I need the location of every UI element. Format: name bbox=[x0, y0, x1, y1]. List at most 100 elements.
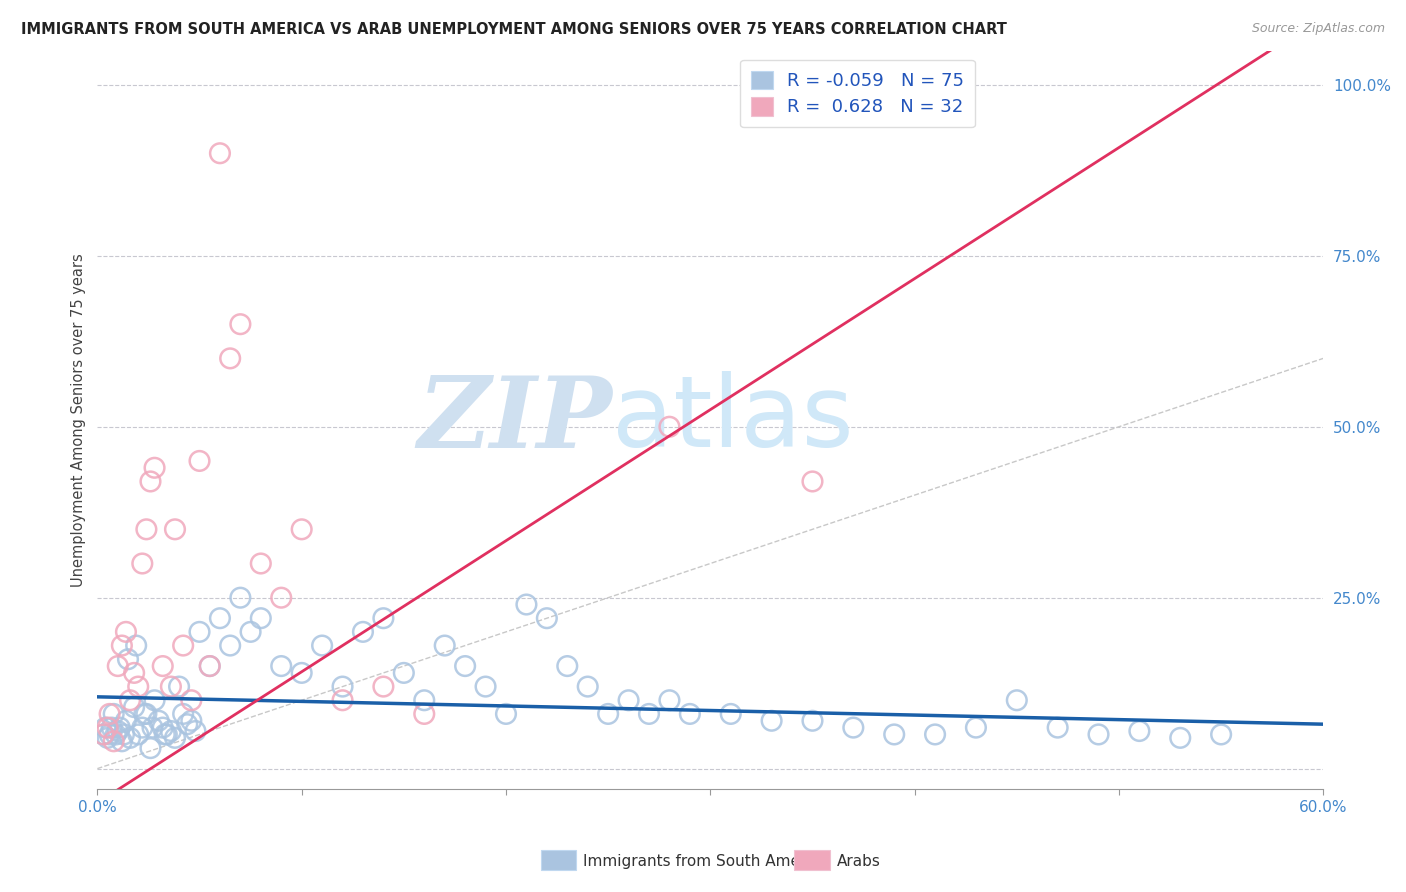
Point bbox=[108, 721, 131, 735]
Point bbox=[638, 706, 661, 721]
Point bbox=[152, 659, 174, 673]
Point bbox=[1168, 731, 1191, 745]
Point bbox=[115, 714, 138, 728]
Point bbox=[115, 624, 138, 639]
Point bbox=[180, 693, 202, 707]
Text: Source: ZipAtlas.com: Source: ZipAtlas.com bbox=[1251, 22, 1385, 36]
Text: Arabs: Arabs bbox=[837, 855, 880, 869]
Point bbox=[239, 624, 262, 639]
Point bbox=[163, 731, 186, 745]
Text: IMMIGRANTS FROM SOUTH AMERICA VS ARAB UNEMPLOYMENT AMONG SENIORS OVER 75 YEARS C: IMMIGRANTS FROM SOUTH AMERICA VS ARAB UN… bbox=[21, 22, 1007, 37]
Point bbox=[617, 693, 640, 707]
Point bbox=[122, 665, 145, 680]
Point bbox=[97, 731, 120, 745]
Point bbox=[160, 724, 183, 739]
Point bbox=[495, 706, 517, 721]
Point bbox=[107, 659, 129, 673]
Point bbox=[208, 611, 231, 625]
Point bbox=[135, 706, 157, 721]
Point bbox=[125, 639, 148, 653]
Point bbox=[188, 454, 211, 468]
Point bbox=[172, 706, 194, 721]
Point bbox=[311, 639, 333, 653]
Point bbox=[163, 522, 186, 536]
Point bbox=[208, 146, 231, 161]
Point bbox=[536, 611, 558, 625]
Point bbox=[474, 680, 496, 694]
Point bbox=[842, 721, 865, 735]
Point bbox=[153, 727, 176, 741]
Point bbox=[1005, 693, 1028, 707]
Point bbox=[515, 598, 537, 612]
Point bbox=[270, 659, 292, 673]
Point bbox=[118, 731, 141, 745]
Point bbox=[160, 680, 183, 694]
Point bbox=[270, 591, 292, 605]
Point bbox=[131, 557, 153, 571]
Point bbox=[107, 724, 129, 739]
Point bbox=[112, 727, 135, 741]
Point bbox=[97, 721, 120, 735]
Point bbox=[332, 680, 354, 694]
Point bbox=[392, 665, 415, 680]
Point bbox=[1046, 721, 1069, 735]
Point bbox=[131, 721, 153, 735]
Point bbox=[143, 460, 166, 475]
Legend: R = -0.059   N = 75, R =  0.628   N = 32: R = -0.059 N = 75, R = 0.628 N = 32 bbox=[740, 60, 974, 128]
Point bbox=[373, 680, 395, 694]
Point bbox=[1087, 727, 1109, 741]
Point bbox=[93, 727, 115, 741]
Point bbox=[172, 639, 194, 653]
Point bbox=[176, 717, 198, 731]
Point bbox=[1211, 727, 1233, 741]
Point bbox=[658, 419, 681, 434]
Point bbox=[152, 721, 174, 735]
Point bbox=[103, 706, 125, 721]
Point bbox=[127, 727, 149, 741]
Point bbox=[143, 693, 166, 707]
Point bbox=[117, 652, 139, 666]
Point bbox=[104, 727, 127, 741]
Point bbox=[93, 727, 115, 741]
Point bbox=[373, 611, 395, 625]
Point bbox=[965, 721, 987, 735]
Point bbox=[134, 706, 156, 721]
Point bbox=[184, 724, 207, 739]
Point bbox=[167, 680, 190, 694]
Point bbox=[883, 727, 905, 741]
Text: atlas: atlas bbox=[612, 371, 853, 468]
Point bbox=[352, 624, 374, 639]
Point bbox=[679, 706, 702, 721]
Point bbox=[291, 522, 314, 536]
Point bbox=[98, 706, 121, 721]
Point bbox=[139, 475, 162, 489]
Point bbox=[801, 475, 824, 489]
Point bbox=[801, 714, 824, 728]
Point bbox=[135, 522, 157, 536]
Point bbox=[720, 706, 742, 721]
Point bbox=[291, 665, 314, 680]
Point bbox=[111, 639, 134, 653]
Point bbox=[249, 557, 271, 571]
Point bbox=[658, 693, 681, 707]
Point bbox=[924, 727, 946, 741]
Y-axis label: Unemployment Among Seniors over 75 years: Unemployment Among Seniors over 75 years bbox=[72, 253, 86, 587]
Point bbox=[139, 741, 162, 756]
Point bbox=[555, 659, 578, 673]
Text: Immigrants from South America: Immigrants from South America bbox=[583, 855, 830, 869]
Text: ZIP: ZIP bbox=[418, 372, 612, 468]
Point bbox=[156, 727, 179, 741]
Point bbox=[229, 591, 252, 605]
Point bbox=[576, 680, 599, 694]
Point bbox=[454, 659, 477, 673]
Point bbox=[118, 693, 141, 707]
Point bbox=[103, 734, 125, 748]
Point bbox=[188, 624, 211, 639]
Point bbox=[98, 727, 121, 741]
Point bbox=[111, 734, 134, 748]
Point bbox=[229, 317, 252, 331]
Point bbox=[127, 680, 149, 694]
Point bbox=[148, 714, 170, 728]
Point bbox=[413, 693, 436, 707]
Point bbox=[198, 659, 221, 673]
